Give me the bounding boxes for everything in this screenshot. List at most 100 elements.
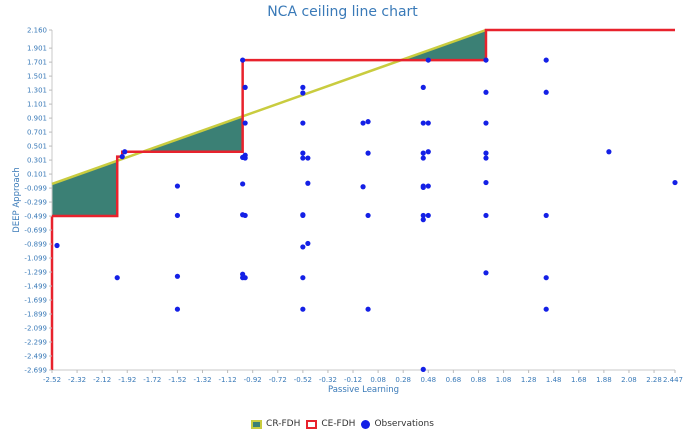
observation-point-29 [300, 306, 306, 312]
observation-point-54 [483, 89, 489, 95]
observation-point-5 [174, 212, 181, 219]
observation-point-46 [420, 217, 426, 223]
x-axis-title: Passive Learning [328, 385, 399, 395]
cr-fdh-area [52, 30, 486, 217]
observation-point-39 [420, 84, 426, 90]
observation-point-61 [543, 57, 549, 63]
x-tick-label: -0.72 [269, 376, 287, 384]
observation-point-36 [365, 150, 371, 156]
y-tick-label: 0.301 [27, 156, 47, 164]
observation-point-15 [242, 120, 248, 126]
y-tick-label: -1.899 [24, 310, 47, 318]
observation-point-45 [420, 212, 426, 219]
y-tick-label: 0.701 [27, 128, 47, 136]
x-tick-label: -2.52 [43, 376, 61, 384]
y-tick-label: 0.901 [27, 114, 47, 122]
y-tick-label: -2.499 [24, 352, 47, 360]
observation-point-51 [425, 183, 431, 189]
y-tick-label: -1.099 [24, 254, 47, 262]
y-tick-label: -2.699 [24, 366, 47, 374]
observation-point-31 [305, 180, 311, 186]
y-tick-label: -1.299 [24, 268, 47, 276]
observation-point-0 [54, 242, 60, 249]
y-axis-title: DEEP Approach [12, 167, 22, 233]
y-tick-label: -0.499 [24, 212, 47, 220]
observation-point-44 [420, 184, 426, 191]
x-tick-label: 1.68 [571, 376, 587, 384]
x-tick-label: 2.28 [646, 376, 662, 384]
y-tick-label: 0.501 [27, 142, 47, 150]
observation-point-2 [119, 154, 125, 160]
observation-dot-icon [361, 419, 371, 429]
observation-point-66 [606, 149, 612, 155]
observation-point-53 [483, 57, 489, 63]
observation-point-7 [174, 306, 181, 312]
y-tick-label: -1.499 [24, 282, 47, 290]
y-tick-label: -0.299 [24, 198, 47, 206]
x-tick-label: -1.72 [143, 376, 161, 384]
x-tick-label: 2.08 [621, 376, 637, 384]
legend-item-ce-fdh[interactable]: CE-FDH [306, 419, 355, 429]
observation-point-8 [240, 57, 246, 63]
x-tick-label: -2.12 [93, 376, 111, 384]
observation-point-20 [300, 84, 306, 90]
observation-point-26 [300, 212, 306, 219]
observation-point-52 [425, 212, 431, 219]
observation-point-38 [365, 306, 371, 312]
x-tick-label: -0.12 [344, 376, 362, 384]
x-tick-label: -1.12 [219, 376, 237, 384]
observation-point-17 [242, 152, 248, 158]
y-tick-label: 0.101 [27, 170, 47, 178]
observation-point-6 [174, 273, 181, 279]
y-tick-label: -0.899 [24, 240, 47, 248]
observation-point-33 [360, 120, 366, 126]
observation-point-49 [425, 120, 431, 126]
legend-label-cr-fdh: CR-FDH [266, 419, 301, 429]
y-tick-label: 1.901 [27, 44, 47, 52]
observation-point-41 [420, 150, 426, 156]
x-tick-label: -1.32 [193, 376, 211, 384]
y-tick-label: -0.699 [24, 226, 47, 234]
observation-point-14 [242, 84, 248, 90]
observation-point-59 [483, 212, 489, 219]
observation-point-35 [365, 119, 371, 125]
x-tick-label: 0.08 [370, 376, 386, 384]
x-tick-label: 0.68 [446, 376, 462, 384]
observation-point-58 [483, 179, 489, 186]
observation-point-9 [240, 181, 246, 187]
observation-point-23 [300, 150, 306, 156]
x-tick-label: -1.52 [168, 376, 186, 384]
cr-fdh-swatch-icon [251, 419, 263, 429]
observation-point-67 [672, 179, 678, 186]
x-tick-label: -0.52 [294, 376, 312, 384]
ce-fdh-swatch-icon [306, 419, 318, 429]
observation-point-60 [483, 270, 489, 276]
observation-point-40 [420, 120, 426, 126]
observation-point-4 [174, 183, 181, 189]
y-tick-label: -2.099 [24, 324, 47, 332]
x-tick-label: 0.28 [395, 376, 411, 384]
observation-point-3 [122, 149, 128, 155]
observation-point-56 [483, 150, 489, 156]
x-tick-label: -2.32 [68, 376, 86, 384]
y-tick-label: -2.299 [24, 338, 47, 346]
y-tick-label: -0.099 [24, 184, 47, 192]
x-tick-label: 0.88 [471, 376, 487, 384]
cr-fdh-line [51, 28, 487, 186]
observation-point-21 [300, 90, 306, 96]
observation-point-65 [543, 306, 549, 312]
x-tick-label: -0.32 [319, 376, 337, 384]
observation-point-50 [425, 149, 431, 155]
x-tick-label: -0.92 [244, 376, 262, 384]
x-tick-label: 1.48 [546, 376, 562, 384]
legend-label-ce-fdh: CE-FDH [321, 419, 356, 429]
x-tick-label: 1.08 [496, 376, 512, 384]
observation-point-63 [543, 212, 549, 219]
observation-point-24 [300, 155, 306, 161]
observation-point-47 [420, 366, 426, 372]
legend-item-observations[interactable]: Observations [361, 419, 434, 429]
observation-point-64 [543, 275, 549, 281]
x-tick-label: 2.447 [663, 376, 683, 384]
legend-item-cr-fdh[interactable]: CR-FDH [251, 419, 300, 429]
